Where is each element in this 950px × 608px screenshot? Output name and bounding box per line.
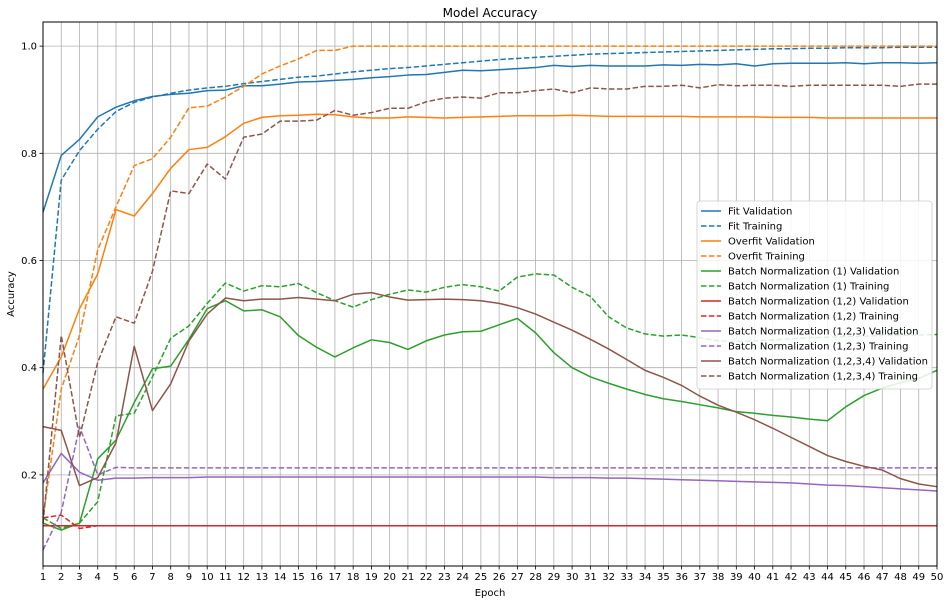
x-tick-label: 14 xyxy=(274,572,287,583)
x-tick-label: 45 xyxy=(839,572,852,583)
x-tick-label: 8 xyxy=(168,572,174,583)
x-tick-label: 25 xyxy=(475,572,488,583)
x-tick-label: 7 xyxy=(149,572,155,583)
x-tick-label: 35 xyxy=(657,572,670,583)
x-tick-label: 26 xyxy=(493,572,506,583)
legend-label-4: Overfit Training xyxy=(728,252,805,263)
x-tick-label: 20 xyxy=(383,572,396,583)
legend-label-1: Fit Validation xyxy=(728,207,792,218)
legend-label-8: Batch Normalization (1,2) Training xyxy=(728,312,899,323)
x-tick-label: 19 xyxy=(365,572,378,583)
x-tick-label: 16 xyxy=(310,572,323,583)
x-tick-label: 27 xyxy=(511,572,524,583)
x-tick-label: 15 xyxy=(292,572,305,583)
x-tick-label: 47 xyxy=(876,572,889,583)
legend: Fit Validation Fit Training Overfit Valida… xyxy=(696,200,933,390)
series-line-8 xyxy=(42,514,937,530)
legend-label-3: Overfit Validation xyxy=(728,237,815,248)
series-line-1 xyxy=(42,61,938,213)
chart-title: Model Accuracy xyxy=(443,6,538,20)
x-tick-label: 9 xyxy=(186,572,192,583)
x-tick-label: 2 xyxy=(58,572,64,583)
x-tick-label: 24 xyxy=(456,572,469,583)
series-line-5 xyxy=(42,299,938,531)
series-line-10 xyxy=(42,425,937,551)
legend-label-6: Batch Normalization (1) Training xyxy=(728,282,889,293)
series-line-4 xyxy=(42,45,937,518)
x-tick-label: 33 xyxy=(620,572,633,583)
legend-label-9: Batch Normalization (1,2,3) Validation xyxy=(728,327,918,338)
x-tick-label: 28 xyxy=(529,572,542,583)
x-tick-label: 10 xyxy=(201,572,214,583)
x-tick-label: 36 xyxy=(675,572,688,583)
x-tick-label: 1 xyxy=(40,572,46,583)
y-tick-label: 0.2 xyxy=(21,470,37,481)
x-tick-label: 40 xyxy=(748,572,761,583)
y-tick-label: 0.4 xyxy=(21,363,37,374)
x-tick-label: 4 xyxy=(95,572,101,583)
x-tick-label: 49 xyxy=(912,572,925,583)
x-tick-label: 38 xyxy=(712,572,725,583)
x-tick-label: 42 xyxy=(785,572,798,583)
y-tick-label: 0.6 xyxy=(21,256,37,267)
series-line-9 xyxy=(42,452,938,492)
x-tick-label: 23 xyxy=(438,572,451,583)
legend-label-12: Batch Normalization (1,2,3,4) Training xyxy=(728,372,918,383)
x-tick-label: 41 xyxy=(766,572,779,583)
x-tick-label: 12 xyxy=(237,572,250,583)
legend-box xyxy=(696,200,933,390)
x-tick-label: 18 xyxy=(347,572,360,583)
x-tick-label: 3 xyxy=(76,572,82,583)
legend-label-10: Batch Normalization (1,2,3) Training xyxy=(728,342,908,353)
legend-label-11: Batch Normalization (1,2,3,4) Validation xyxy=(728,357,928,368)
legend-label-7: Batch Normalization (1,2) Validation xyxy=(728,297,909,308)
x-tick-label: 43 xyxy=(803,572,816,583)
x-tick-label: 32 xyxy=(602,572,615,583)
x-tick-label: 29 xyxy=(547,572,560,583)
x-tick-label: 21 xyxy=(402,572,415,583)
x-tick-label: 6 xyxy=(131,572,137,583)
y-ticks: 0.2 0.4 0.6 0.8 1.0 xyxy=(21,42,43,481)
series-line-2 xyxy=(42,46,937,374)
legend-label-2: Fit Training xyxy=(728,222,782,233)
x-ticks: 1 2 3 4 5 6 7 8 9 10 11 12 13 14 15 16 17 18 19 20 21 22 23 24 2… xyxy=(40,566,944,583)
x-tick-label: 39 xyxy=(730,572,743,583)
y-tick-label: 1.0 xyxy=(21,42,37,53)
x-tick-label: 17 xyxy=(329,572,342,583)
x-tick-label: 50 xyxy=(931,572,944,583)
series-line-11 xyxy=(42,291,938,488)
x-tick-label: 44 xyxy=(821,572,834,583)
x-tick-label: 31 xyxy=(584,572,597,583)
x-tick-label: 37 xyxy=(693,572,706,583)
grid-layer xyxy=(42,22,938,566)
x-tick-label: 46 xyxy=(858,572,871,583)
x-tick-label: 13 xyxy=(256,572,269,583)
x-tick-label: 30 xyxy=(566,572,579,583)
y-tick-label: 0.8 xyxy=(21,149,37,160)
x-axis-label: Epoch xyxy=(475,588,506,599)
y-axis-label: Accuracy xyxy=(6,271,17,317)
series-line-3 xyxy=(42,113,937,390)
plot-frame xyxy=(42,21,938,567)
x-tick-label: 5 xyxy=(113,572,119,583)
legend-label-5: Batch Normalization (1) Validation xyxy=(728,267,899,278)
x-tick-label: 11 xyxy=(219,572,232,583)
x-tick-label: 48 xyxy=(894,572,907,583)
x-tick-label: 34 xyxy=(639,572,652,583)
x-tick-label: 22 xyxy=(420,572,433,583)
